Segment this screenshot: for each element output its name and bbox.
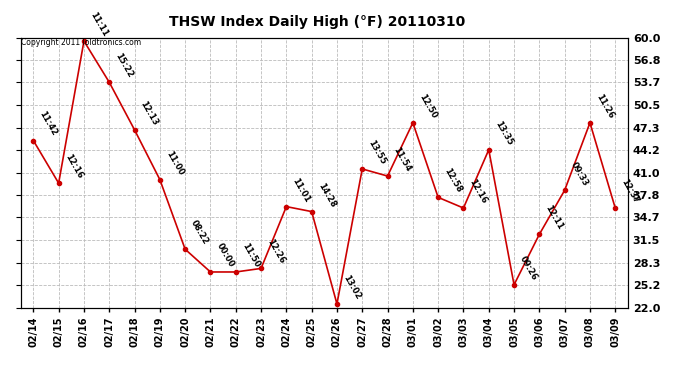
Text: 12:13: 12:13	[139, 99, 160, 127]
Text: 00:00: 00:00	[215, 242, 235, 269]
Text: 12:50: 12:50	[417, 92, 438, 120]
Text: 12:37: 12:37	[620, 178, 640, 205]
Text: Copyright 2011 loldtronics.com: Copyright 2011 loldtronics.com	[21, 38, 141, 46]
Text: 11:50: 11:50	[240, 242, 261, 269]
Text: 11:00: 11:00	[164, 149, 185, 177]
Text: THSW Index Daily High (°F) 20110310: THSW Index Daily High (°F) 20110310	[169, 15, 466, 29]
Text: 11:11: 11:11	[88, 10, 109, 38]
Text: 12:16: 12:16	[468, 177, 489, 205]
Text: 09:26: 09:26	[518, 254, 540, 282]
Text: 13:02: 13:02	[341, 274, 362, 301]
Text: 13:55: 13:55	[366, 138, 388, 166]
Text: 11:01: 11:01	[290, 176, 312, 204]
Text: 12:16: 12:16	[63, 153, 84, 180]
Text: 11:54: 11:54	[392, 146, 413, 173]
Text: 12:11: 12:11	[544, 204, 564, 231]
Text: 14:28: 14:28	[316, 181, 337, 209]
Text: 15:22: 15:22	[113, 52, 135, 80]
Text: 13:35: 13:35	[493, 119, 514, 147]
Text: 12:58: 12:58	[442, 167, 464, 195]
Text: 11:26: 11:26	[594, 92, 615, 120]
Text: 11:42: 11:42	[37, 110, 59, 138]
Text: 08:22: 08:22	[189, 219, 210, 246]
Text: 12:26: 12:26	[265, 238, 286, 266]
Text: 09:33: 09:33	[569, 160, 590, 188]
